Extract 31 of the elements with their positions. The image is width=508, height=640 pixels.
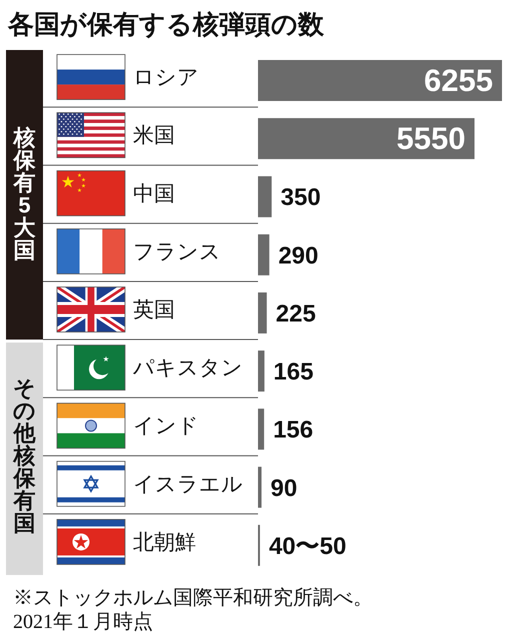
text: ※ストックホルム国際平和研究所調べ。 — [13, 587, 373, 609]
bar — [258, 350, 264, 392]
bar — [258, 408, 264, 450]
data-label: 350 — [280, 184, 321, 212]
data-label: 225 — [276, 300, 316, 328]
data-label: 90 — [270, 474, 298, 502]
data-label: 6255 — [424, 63, 493, 98]
text: 2021年１月時点 — [13, 611, 153, 633]
bar — [258, 234, 270, 276]
bar — [258, 466, 262, 508]
y-tick-label: イスラエル — [133, 472, 243, 496]
data-label: 290 — [278, 242, 318, 270]
bar — [258, 118, 474, 160]
y-tick-label: 英国 — [133, 298, 175, 322]
y-tick-label: ロシア — [133, 66, 199, 90]
y-tick-label: インド — [133, 414, 199, 438]
data-label: 5550 — [396, 121, 466, 156]
bar — [258, 60, 502, 101]
y-tick-label: 北朝鮮 — [133, 530, 196, 554]
chart-title: 各国が保有する核弾頭の数 — [7, 9, 325, 39]
data-label: 165 — [273, 358, 314, 386]
y-tick-label: フランス — [133, 240, 221, 264]
data-label: 40〜50 — [268, 532, 346, 560]
data-label: 156 — [273, 416, 314, 444]
y-tick-label: パキスタン — [132, 356, 243, 380]
y-tick-label: 中国 — [133, 182, 175, 206]
bar — [258, 292, 267, 334]
text: 核保有5大国 — [12, 125, 36, 263]
bar — [258, 176, 272, 218]
text: その他核保有国 — [12, 375, 36, 536]
y-tick-label: 米国 — [133, 124, 175, 148]
